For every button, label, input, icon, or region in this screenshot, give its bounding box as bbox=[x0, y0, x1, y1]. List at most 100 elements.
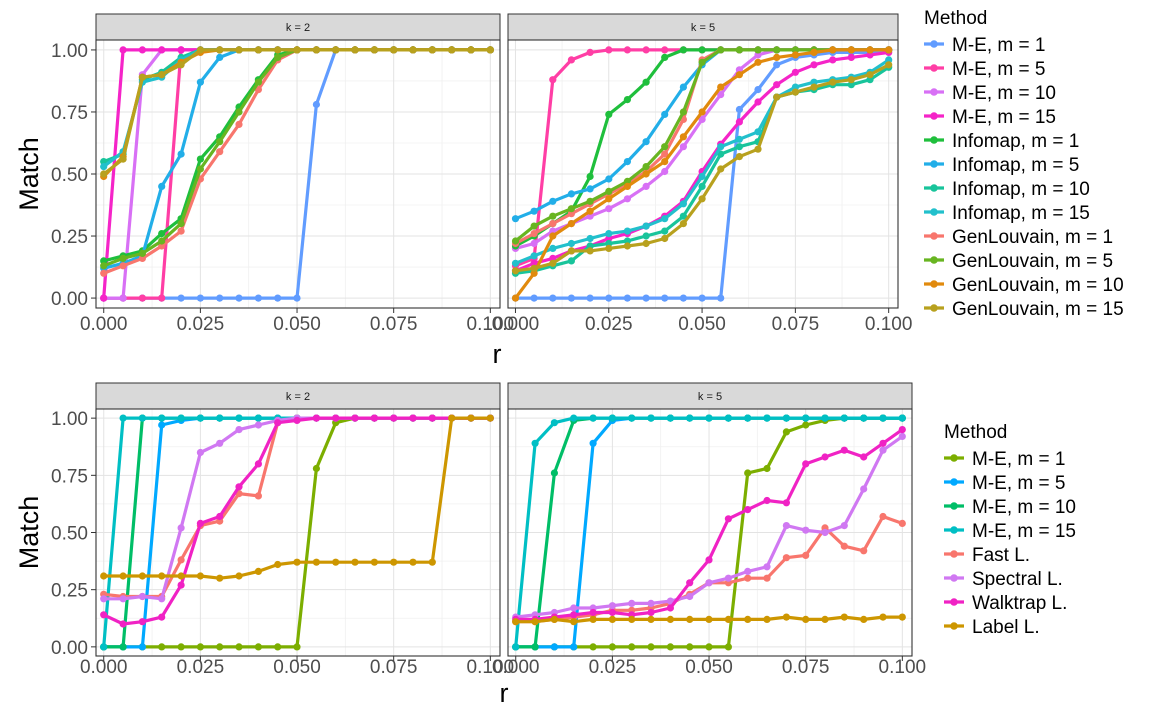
data-point bbox=[196, 155, 204, 163]
data-point bbox=[254, 421, 262, 429]
data-point bbox=[530, 264, 538, 272]
data-point bbox=[735, 153, 744, 161]
facet-label: k = 5 bbox=[698, 391, 722, 403]
data-point bbox=[860, 485, 868, 493]
data-point bbox=[100, 262, 108, 270]
data-point bbox=[847, 81, 855, 89]
x-tick-label: 0.050 bbox=[678, 314, 726, 335]
data-point bbox=[567, 56, 576, 64]
legend-label: M-E, m = 10 bbox=[972, 497, 1076, 518]
data-point bbox=[717, 83, 725, 91]
data-point bbox=[717, 294, 725, 302]
data-point bbox=[821, 615, 829, 624]
data-point bbox=[791, 51, 800, 59]
data-point bbox=[235, 120, 243, 128]
legend: Method M-E, m = 1 M-E, m = 5 M-E, m = 10 M-E… bbox=[944, 422, 1076, 638]
data-point bbox=[666, 604, 675, 612]
x-axis-title: r bbox=[500, 678, 509, 707]
data-point bbox=[679, 46, 688, 54]
data-point bbox=[879, 439, 887, 447]
data-point bbox=[623, 177, 632, 185]
data-point bbox=[274, 53, 282, 62]
chart-2: k = 2 0.000 0.025 0.050 0.075 0.100 0.00 0.25 0.… bbox=[14, 382, 1076, 707]
data-point bbox=[773, 46, 781, 54]
data-point bbox=[100, 611, 108, 619]
legend-swatch-point bbox=[930, 208, 938, 216]
x-axis-title: r bbox=[493, 339, 502, 369]
data-point bbox=[724, 414, 733, 422]
panel-border bbox=[507, 408, 913, 657]
facet-label: k = 5 bbox=[691, 22, 715, 34]
data-point bbox=[235, 294, 243, 302]
data-point bbox=[177, 524, 185, 532]
data-point bbox=[866, 51, 874, 59]
data-point bbox=[647, 608, 655, 617]
data-point bbox=[254, 492, 262, 500]
data-point bbox=[119, 262, 127, 270]
data-point bbox=[570, 618, 578, 626]
data-point bbox=[235, 426, 243, 434]
data-point bbox=[567, 210, 576, 218]
data-point bbox=[679, 294, 688, 302]
data-point bbox=[642, 46, 650, 54]
data-point bbox=[158, 572, 166, 580]
data-point bbox=[605, 110, 613, 118]
data-point bbox=[158, 294, 166, 302]
data-point bbox=[661, 234, 669, 243]
data-point bbox=[293, 294, 301, 302]
data-point bbox=[567, 220, 576, 228]
legend-label: M-E, m = 15 bbox=[972, 521, 1076, 542]
data-point bbox=[642, 239, 650, 248]
data-point bbox=[158, 613, 166, 621]
data-point bbox=[235, 46, 243, 54]
x-tick-label: 0.075 bbox=[782, 657, 830, 678]
panel-border bbox=[507, 39, 899, 309]
series-12 bbox=[100, 46, 494, 178]
data-point bbox=[351, 414, 359, 422]
x-tick-label: 0.100 bbox=[467, 657, 515, 678]
series-8 bbox=[512, 613, 906, 626]
data-point bbox=[605, 205, 613, 213]
data-point bbox=[511, 267, 520, 275]
data-point bbox=[754, 128, 762, 136]
legend-swatch-point bbox=[950, 454, 958, 462]
data-point bbox=[216, 439, 224, 447]
data-point bbox=[177, 227, 185, 235]
data-point bbox=[840, 522, 848, 530]
data-point bbox=[312, 464, 320, 473]
data-point bbox=[196, 46, 204, 54]
data-point bbox=[467, 46, 475, 54]
data-point bbox=[623, 158, 632, 166]
data-point bbox=[802, 551, 810, 560]
data-point bbox=[100, 163, 108, 171]
data-point bbox=[724, 574, 733, 582]
data-point bbox=[698, 58, 706, 66]
data-point bbox=[530, 252, 538, 260]
data-point bbox=[773, 53, 781, 62]
data-point bbox=[567, 257, 576, 265]
data-point bbox=[119, 595, 127, 603]
data-point bbox=[763, 563, 771, 571]
data-point bbox=[567, 294, 576, 302]
data-point bbox=[686, 414, 694, 422]
data-point bbox=[717, 91, 725, 99]
data-point bbox=[679, 133, 688, 141]
data-point bbox=[773, 93, 781, 101]
legend-entry: M-E, m = 15 bbox=[924, 107, 1056, 128]
data-point bbox=[829, 78, 837, 86]
x-tick-label: 0.000 bbox=[80, 657, 128, 678]
y-axis-title: Match bbox=[14, 137, 44, 211]
data-point bbox=[724, 615, 733, 624]
data-point bbox=[724, 515, 733, 523]
data-point bbox=[312, 46, 320, 54]
data-point bbox=[235, 414, 243, 422]
data-point bbox=[679, 200, 688, 208]
data-point bbox=[512, 643, 520, 651]
data-point bbox=[847, 46, 855, 54]
data-point bbox=[138, 414, 146, 422]
data-point bbox=[390, 46, 398, 54]
data-point bbox=[235, 643, 243, 651]
data-point bbox=[661, 53, 669, 62]
legend-swatch-point bbox=[930, 160, 938, 168]
data-point bbox=[898, 432, 906, 440]
